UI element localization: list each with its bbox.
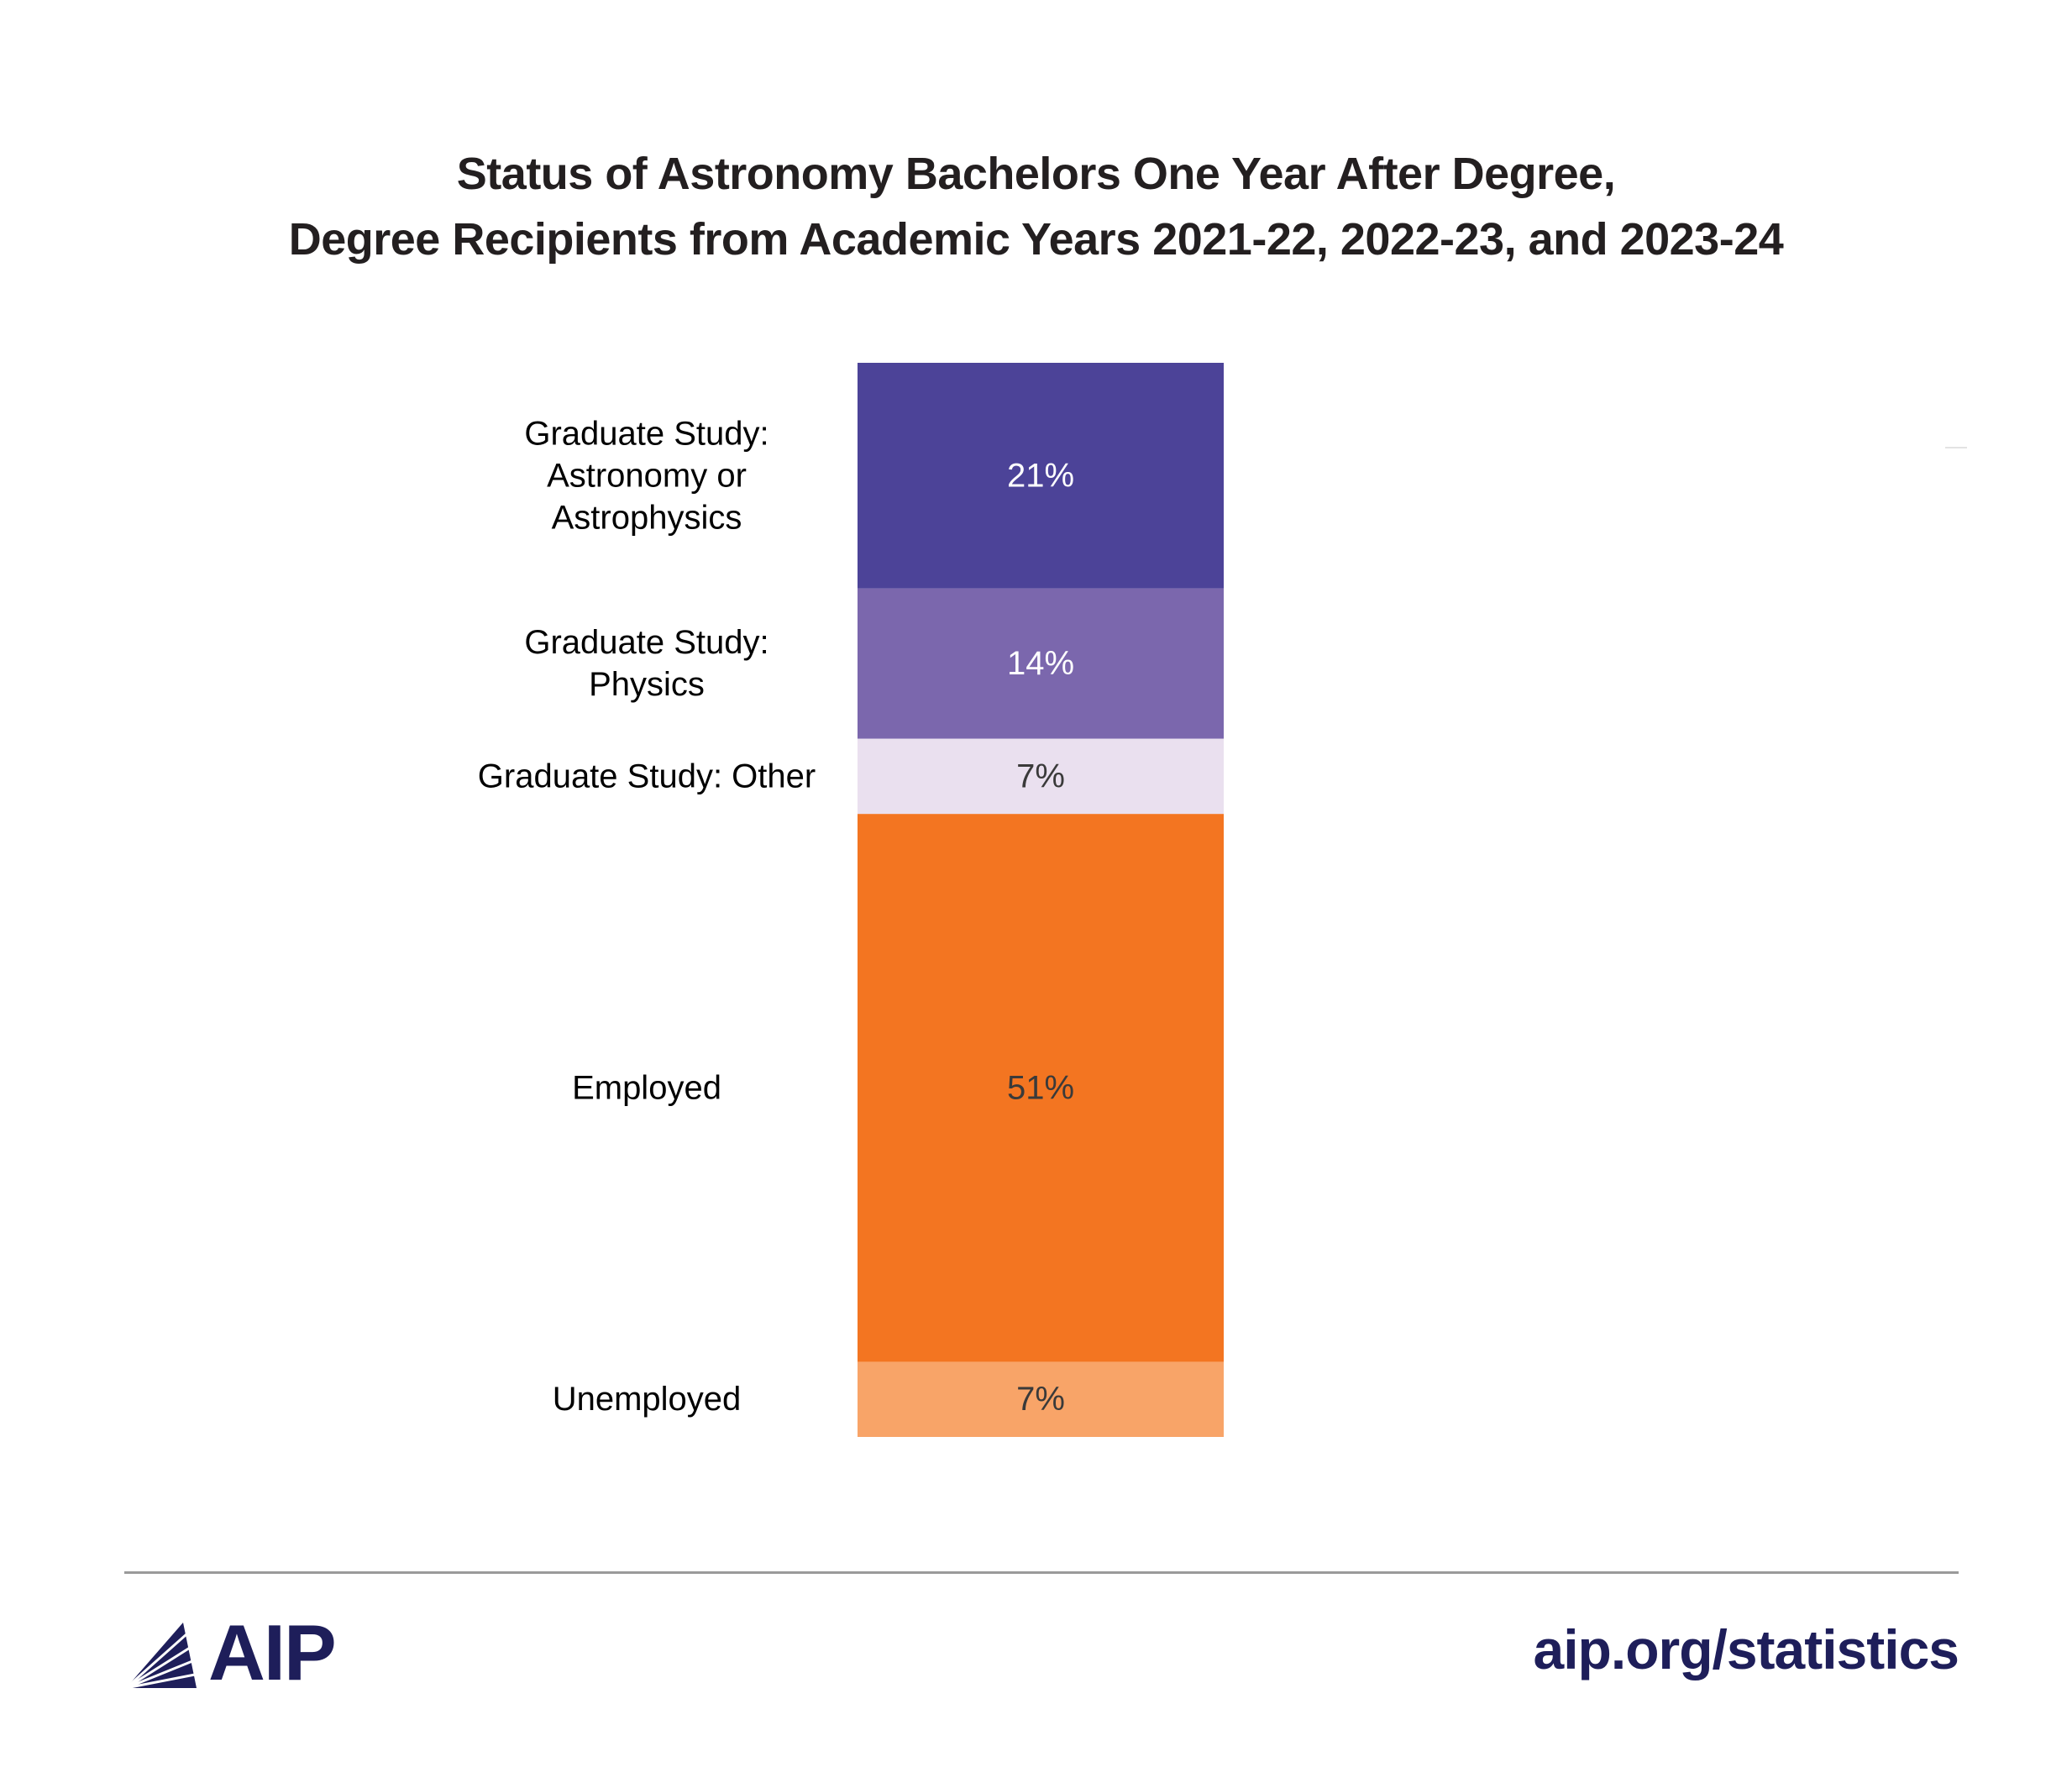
- chart-title-line-2: Degree Recipients from Academic Years 20…: [288, 214, 1784, 265]
- chart-title: Status of Astronomy Bachelors One Year A…: [0, 141, 2072, 272]
- data-label-graduate-study-physics: 14%: [1007, 645, 1074, 682]
- category-label-line: Graduate Study:: [524, 415, 768, 452]
- category-label-line: Graduate Study:: [524, 624, 768, 661]
- bar-segment-graduate-study-other: [858, 738, 1224, 815]
- data-label-graduate-study-other: 7%: [1016, 758, 1065, 794]
- bar-segment-unemployed: [858, 1361, 1224, 1437]
- bar-segment-employed: [858, 814, 1224, 1362]
- category-label-employed: Employed: [572, 1069, 721, 1106]
- bar-segment-graduate-study-physics: [858, 588, 1224, 739]
- category-label-line: Employed: [572, 1069, 721, 1106]
- data-label-unemployed: 7%: [1016, 1381, 1065, 1418]
- category-label-line: Graduate Study: Other: [478, 758, 816, 794]
- bar-segment-graduate-study-astronomy-or-astrophysics: [858, 363, 1224, 589]
- stray-mark: [1945, 447, 1967, 448]
- data-label-graduate-study-astronomy-or-astrophysics: 21%: [1007, 457, 1074, 494]
- category-label-line: Astrophysics: [552, 499, 742, 536]
- site-url-link[interactable]: aip.org/statistics: [1533, 1618, 1959, 1680]
- category-label-line: Astronomy or: [547, 457, 747, 494]
- category-label-unemployed: Unemployed: [553, 1381, 742, 1418]
- aip-logo-icon: [125, 1623, 197, 1688]
- footer-divider: [124, 1571, 1959, 1574]
- category-label-graduate-study-astronomy-or-astrophysics: Graduate Study: Astronomy or Astrophysics: [524, 415, 768, 536]
- chart-title-line-1: Status of Astronomy Bachelors One Year A…: [456, 149, 1616, 199]
- category-label-graduate-study-physics: Graduate Study: Physics: [524, 624, 768, 703]
- data-label-employed: 51%: [1007, 1069, 1074, 1106]
- aip-wordmark: AIP: [208, 1608, 337, 1696]
- category-label-line: Physics: [589, 666, 705, 703]
- category-label-line: Unemployed: [553, 1381, 742, 1418]
- category-label-graduate-study-other: Graduate Study: Other: [478, 758, 816, 794]
